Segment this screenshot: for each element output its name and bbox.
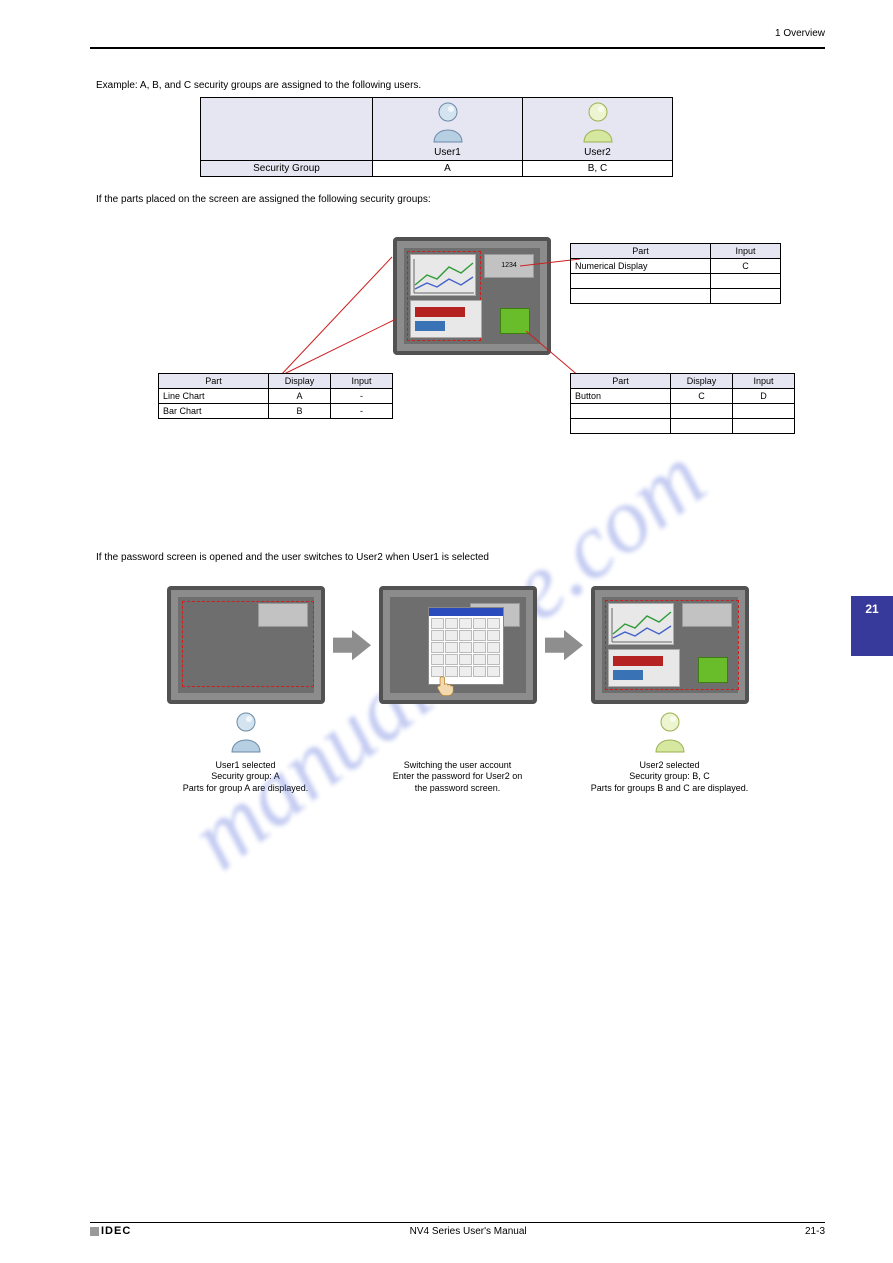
user1-icon xyxy=(428,100,468,144)
user2-icon-small xyxy=(650,710,690,754)
user1-icon-small xyxy=(226,710,266,754)
section-title: 1 Overview xyxy=(775,28,825,39)
user1-label: User1 xyxy=(377,147,518,158)
pointing-hand-icon xyxy=(434,675,456,697)
left-prop-table: Part Display Input Line Chart A - Bar Ch… xyxy=(158,373,393,419)
numerical-display-value: 1234 xyxy=(501,262,517,269)
hmi-device-center: 1234 xyxy=(393,237,551,355)
rb-r0c1: C xyxy=(671,388,733,403)
user2-label: User2 xyxy=(527,147,668,158)
parts-intro: If the parts placed on the screen are as… xyxy=(96,193,825,207)
num-disp-left xyxy=(258,603,308,627)
right-bottom-table: Part Display Input Button C D xyxy=(570,373,795,434)
rt-h1: Input xyxy=(711,243,781,258)
ua-cell-0: A xyxy=(373,160,523,176)
footer-center: NV4 Series User's Manual xyxy=(410,1226,527,1237)
arrow-icon xyxy=(545,630,583,660)
rt-r0c0: Numerical Display xyxy=(571,258,711,273)
page-header-row: 1 Overview xyxy=(90,28,825,39)
lt-h1: Display xyxy=(269,373,331,388)
button-widget xyxy=(500,308,530,334)
flow-left-caption: User1 selectedSecurity group: AParts for… xyxy=(183,760,309,794)
chapter-side-tab: 21 xyxy=(851,596,893,656)
brand-logo: IDEC xyxy=(90,1225,131,1237)
right-top-table: Part Input Numerical Display C xyxy=(570,243,781,304)
flow-middle-caption: Switching the user accountEnter the pass… xyxy=(393,760,523,794)
rt-r0c1: C xyxy=(711,258,781,273)
user-switch-flow: User1 selectedSecurity group: AParts for… xyxy=(90,586,825,794)
ua-cell-1: B, C xyxy=(523,160,673,176)
header-rule xyxy=(90,47,825,49)
lt-r0c1: A xyxy=(269,388,331,403)
rb-h2: Input xyxy=(733,373,795,388)
example-intro: Example: A, B, and C security groups are… xyxy=(96,79,825,93)
lt-r1c0: Bar Chart xyxy=(159,403,269,418)
hmi-device-middle xyxy=(379,586,537,704)
lt-r0c2: - xyxy=(331,388,393,403)
num-disp-right xyxy=(682,603,732,627)
password-keypad xyxy=(428,607,504,685)
rb-h1: Display xyxy=(671,373,733,388)
button-right xyxy=(698,657,728,683)
footer-page: 21-3 xyxy=(805,1226,825,1237)
user-account-table: User1 User2 Security Group A B, C xyxy=(200,97,673,177)
line-chart-widget xyxy=(410,254,476,296)
rt-h0: Part xyxy=(571,243,711,258)
ua-row-label: Security Group xyxy=(201,160,373,176)
user2-icon xyxy=(578,100,618,144)
page-footer: IDEC NV4 Series User's Manual 21-3 xyxy=(0,1222,893,1237)
flow-right-caption: User2 selectedSecurity group: B, CParts … xyxy=(591,760,749,794)
hmi-device-right xyxy=(591,586,749,704)
bar-chart-right xyxy=(608,649,680,687)
flow-lead-in: If the password screen is opened and the… xyxy=(96,551,825,565)
parts-security-diagram: If the parts placed on the screen are as… xyxy=(90,193,825,523)
lt-h2: Input xyxy=(331,373,393,388)
line-chart-right xyxy=(608,603,674,645)
rb-r0c2: D xyxy=(733,388,795,403)
rb-h0: Part xyxy=(571,373,671,388)
lt-r1c1: B xyxy=(269,403,331,418)
hmi-device-left xyxy=(167,586,325,704)
arrow-icon xyxy=(333,630,371,660)
rb-r0c0: Button xyxy=(571,388,671,403)
numerical-display-widget: 1234 xyxy=(484,254,534,278)
lt-r1c2: - xyxy=(331,403,393,418)
lt-h0: Part xyxy=(159,373,269,388)
lt-r0c0: Line Chart xyxy=(159,388,269,403)
bar-chart-widget xyxy=(410,300,482,338)
